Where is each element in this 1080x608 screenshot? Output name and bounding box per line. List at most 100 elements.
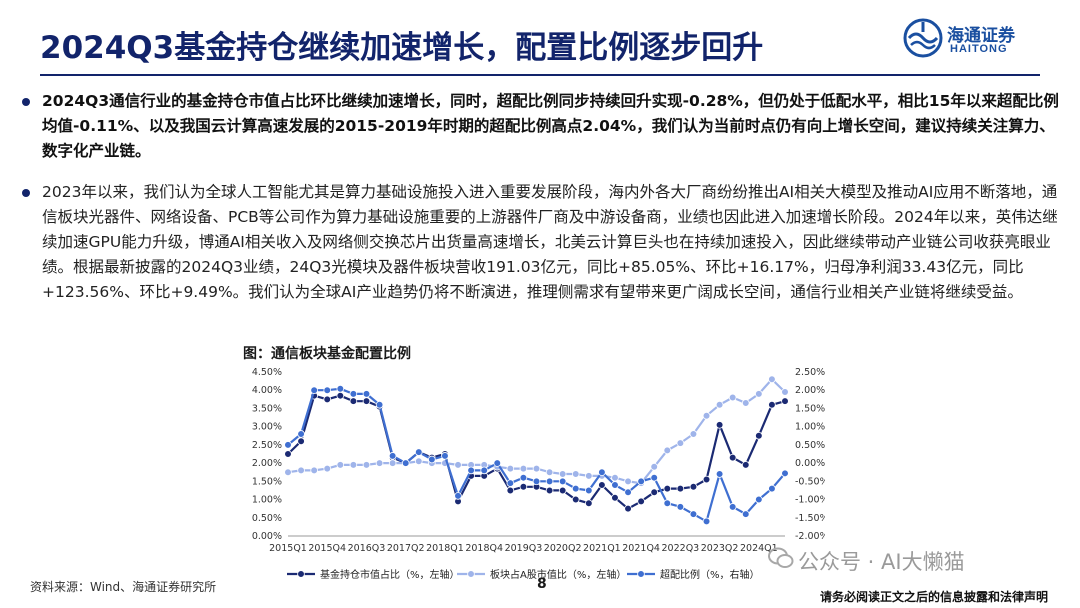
series-2-point	[297, 466, 305, 475]
series-1-point	[585, 499, 593, 508]
series-1-point	[611, 493, 619, 502]
series-3-point	[323, 386, 332, 395]
series-1-point	[702, 475, 711, 484]
series-2-point	[741, 399, 750, 407]
series-3-point	[297, 430, 305, 438]
series-2-point	[284, 468, 292, 477]
series-1-point	[624, 504, 632, 513]
series-3-point	[532, 477, 541, 486]
x-axis-tick-label: 2015Q1	[269, 543, 307, 554]
fund-allocation-chart: 0.00% 0.50% 1.00% 1.50% 2.00% 2.50% 3.00% 3.50%…	[252, 367, 825, 581]
series-2-point	[768, 375, 776, 384]
series-1-point	[755, 431, 763, 440]
series-2-point	[506, 464, 515, 473]
series-3-point	[349, 390, 358, 398]
series-2-point	[336, 461, 345, 469]
series-3-point	[493, 459, 502, 467]
x-axis-tick-label: 2015Q4	[308, 543, 346, 554]
legend-label: 超配比例（%，右轴）	[660, 568, 760, 581]
series-3-point	[454, 492, 462, 500]
series-2-point	[585, 472, 593, 480]
legend-swatch-marker	[637, 570, 645, 578]
series-3-point	[545, 477, 554, 486]
series-line-3	[287, 387, 786, 524]
series-3-point	[637, 477, 645, 486]
bullet-detail: 2023年以来，我们认为全球人工智能尤其是算力基础设施投入进入重要发展阶段，海内…	[22, 180, 1062, 305]
page-number: 8	[537, 576, 547, 592]
series-1-point	[676, 484, 685, 493]
series-2-point	[702, 411, 711, 420]
series-1-point	[663, 484, 672, 493]
haitong-logo: 海通证券 HAITONG	[903, 18, 1053, 64]
title-underline	[40, 74, 1040, 76]
series-1-point	[637, 497, 645, 506]
disclaimer: 请务必阅读正文之后的信息披露和法律声明	[820, 590, 1049, 604]
series-3-point	[728, 503, 737, 511]
bullet-detail-text: 2023年以来，我们认为全球人工智能尤其是算力基础设施投入进入重要发展阶段，海内…	[42, 183, 1058, 301]
series-2-point	[571, 470, 580, 478]
left-axis-tick-label: 3.50%	[252, 403, 282, 414]
left-axis-tick-label: 2.50%	[252, 440, 282, 451]
x-axis-tick-label: 2021Q4	[622, 543, 660, 554]
x-axis-tick-label: 2018Q4	[465, 543, 503, 554]
series-3-point	[284, 441, 292, 449]
series-1-point	[558, 486, 567, 495]
logo-english-name: HAITONG	[950, 43, 1008, 55]
series-2-point	[689, 430, 698, 438]
series-3-point	[310, 386, 318, 395]
x-axis-tick-label: 2020Q2	[544, 543, 582, 554]
left-axis-tick-label: 1.50%	[252, 476, 282, 487]
series-2-point	[323, 464, 332, 473]
series-3-point	[558, 477, 567, 486]
series-1-point	[519, 483, 528, 491]
series-3-point	[401, 459, 410, 467]
series-1-point	[650, 488, 659, 497]
series-1-point	[284, 450, 292, 458]
right-axis-tick-label: 0.50%	[795, 440, 825, 451]
x-axis-tick-label: 2017Q2	[387, 543, 425, 554]
bullet-dot	[22, 189, 30, 197]
series-1-point	[598, 481, 606, 489]
legend-swatch-marker	[297, 570, 305, 578]
series-3-point	[467, 466, 475, 475]
series-3-point	[598, 468, 606, 477]
figure-caption: 图：通信板块基金配置比例	[243, 346, 411, 362]
series-3-point	[768, 484, 776, 493]
bullet-summary-text: 2024Q3通信行业的基金持仓市值占比环比继续加速增长，同时，超配比例同步持续回…	[42, 92, 1059, 160]
left-axis-tick-label: 0.50%	[252, 513, 282, 524]
series-3-point	[571, 484, 580, 493]
series-3-point	[781, 469, 789, 478]
x-axis-tick-label: 2023Q2	[701, 543, 739, 554]
series-1-point	[689, 483, 698, 491]
series-3-point	[519, 473, 528, 482]
series-2-point	[388, 459, 397, 467]
series-3-point	[388, 452, 397, 460]
series-2-point	[624, 477, 632, 486]
series-3-point	[755, 495, 763, 504]
right-axis-tick-label: -2.00%	[795, 531, 825, 542]
series-2-point	[715, 400, 724, 409]
x-axis-tick-label: 2016Q3	[348, 543, 386, 554]
series-2-point	[611, 473, 619, 482]
series-3-point	[506, 479, 515, 487]
series-2-point	[349, 461, 358, 469]
series-3-point	[611, 481, 619, 489]
series-2-point	[755, 390, 763, 398]
series-2-point	[728, 393, 737, 402]
x-axis-tick-label: 2021Q1	[583, 543, 621, 554]
watermark: 公众号 · AI大懒猫	[798, 550, 965, 574]
series-3-point	[336, 384, 345, 393]
x-axis-tick-label: 2018Q1	[426, 543, 464, 554]
series-2-point	[454, 461, 462, 469]
right-axis-tick-label: 0.00%	[795, 458, 825, 469]
right-axis-tick-label: -1.00%	[795, 495, 825, 506]
series-3-point	[650, 473, 659, 482]
wechat-icon	[768, 547, 794, 568]
legend-swatch-marker	[467, 570, 475, 578]
left-axis-tick-label: 0.00%	[252, 531, 282, 542]
series-1-point	[323, 395, 332, 404]
left-axis-tick-label: 3.00%	[252, 422, 282, 433]
series-3-point	[715, 470, 724, 478]
left-axis-tick-label: 4.50%	[252, 367, 282, 378]
series-2-point	[663, 446, 672, 455]
